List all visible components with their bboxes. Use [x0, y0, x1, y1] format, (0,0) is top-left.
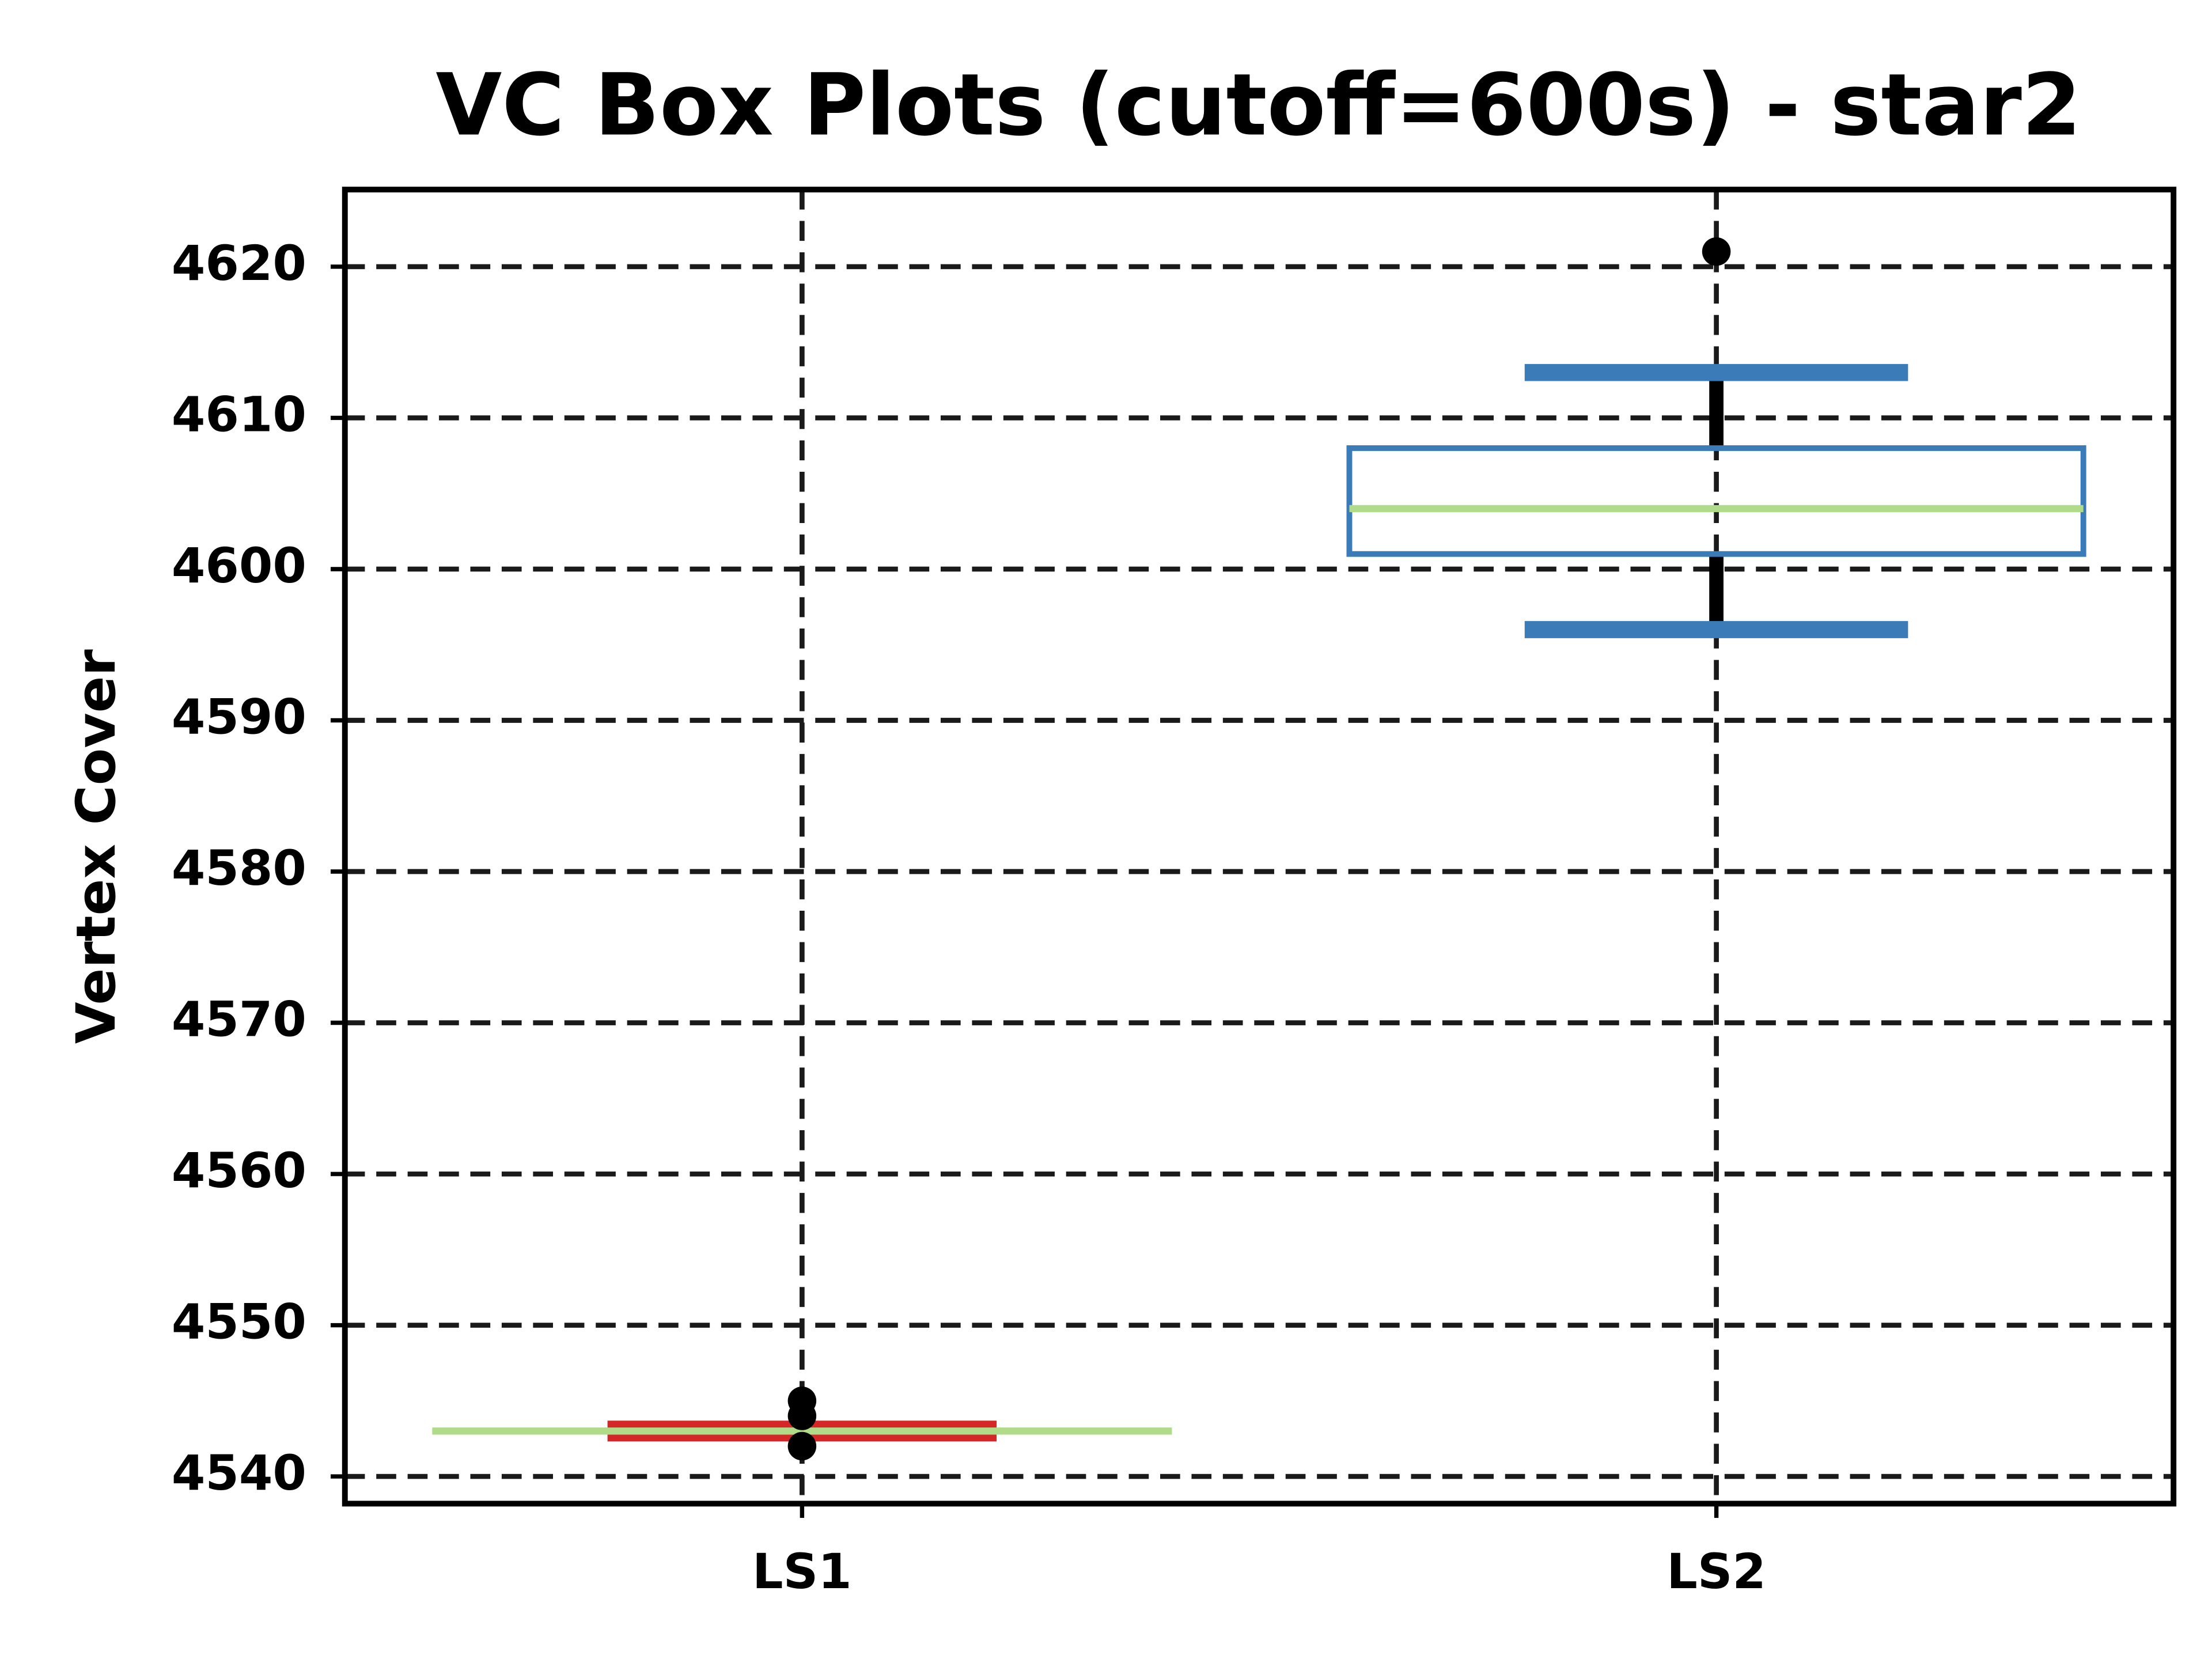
flier	[787, 1402, 817, 1430]
flier	[787, 1431, 817, 1461]
y-tick-label: 4560	[172, 1142, 306, 1199]
flier	[1702, 237, 1731, 266]
y-tick-label: 4590	[172, 688, 306, 745]
box	[1346, 445, 2086, 557]
y-tick-label: 4580	[172, 840, 306, 896]
y-tick-label: 4570	[172, 991, 306, 1047]
plot-frame	[342, 187, 2177, 1507]
chart-title: VC Box Plots (cutoff=600s) - star2	[435, 56, 2081, 156]
y-tick-label: 4550	[172, 1293, 306, 1350]
x-tick-label: LS1	[752, 1543, 852, 1600]
y-tick-label: 4540	[172, 1445, 306, 1501]
y-tick-label: 4600	[172, 537, 306, 594]
y-tick-label: 4610	[172, 386, 306, 442]
x-tick-label: LS2	[1666, 1543, 1766, 1600]
y-axis-label: Vertex Cover	[65, 649, 128, 1044]
y-tick-label: 4620	[172, 235, 306, 291]
